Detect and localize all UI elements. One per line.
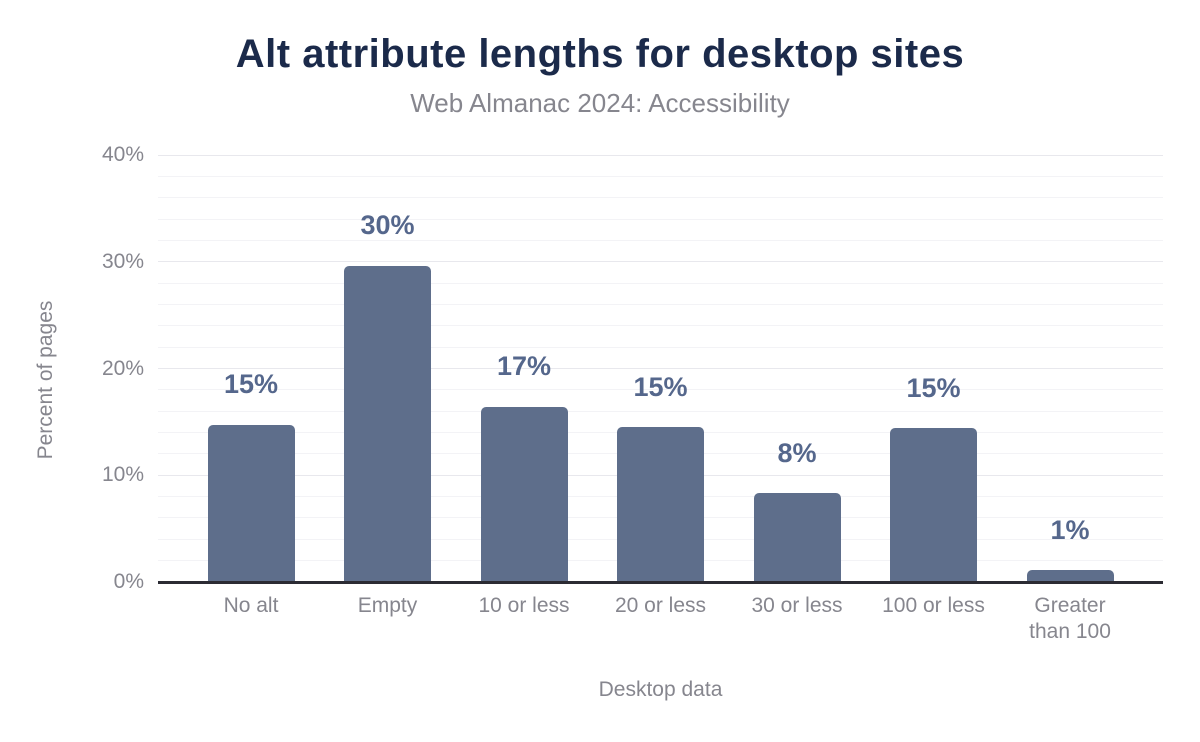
y-tick-label: 30% <box>101 249 144 273</box>
chart-title: Alt attribute lengths for desktop sites <box>235 32 965 76</box>
y-tick-label: 40% <box>101 143 144 166</box>
bar-column: 1% <box>1026 155 1114 582</box>
x-tick-label: 30 or less <box>751 594 843 617</box>
bars-container: 15% 30% 17% 15% 8% 15% 1% <box>158 155 1163 582</box>
bar-value-label: 17% <box>496 351 552 382</box>
minor-gridline <box>158 389 1163 391</box>
x-tick-label: 20 or less <box>614 594 707 617</box>
bar <box>344 266 431 582</box>
x-tick-label: Empty <box>357 594 418 617</box>
x-tick-label: No alt <box>223 594 279 617</box>
minor-gridline <box>158 303 1163 305</box>
minor-gridline <box>158 325 1163 327</box>
minor-gridline <box>158 175 1163 177</box>
y-tick-label: 0% <box>113 570 144 593</box>
bar-column: 30% <box>344 155 431 582</box>
bar <box>753 493 841 582</box>
x-axis-baseline <box>158 581 1163 584</box>
bar-column: 17% <box>480 155 568 582</box>
bar <box>480 406 568 582</box>
y-axis-ticks: 0% 10% 20% 30% 40% <box>0 143 144 593</box>
bar <box>207 425 295 582</box>
bar-value-label: 15% <box>906 372 961 403</box>
x-tick-label: 100 or less <box>882 594 985 617</box>
minor-gridline <box>158 410 1163 412</box>
bar-column: 15% <box>890 155 977 582</box>
x-axis-title: Desktop data <box>598 678 723 701</box>
bar-value-label: 15% <box>223 369 279 400</box>
major-gridline <box>158 261 1163 263</box>
y-tick-label: 20% <box>101 356 144 380</box>
bar <box>1026 570 1114 582</box>
bar-value-label: 15% <box>633 371 688 402</box>
bar-column: 15% <box>617 155 704 582</box>
x-tick-label: Greater than 100 <box>1029 594 1111 644</box>
chart-subtitle: Web Almanac 2024: Accessibility <box>410 88 790 118</box>
minor-gridline <box>158 239 1163 241</box>
y-tick-label: 10% <box>101 463 144 487</box>
minor-gridline <box>158 197 1163 199</box>
minor-gridline <box>158 346 1163 348</box>
bar <box>890 428 977 582</box>
bar-column: 15% <box>207 155 295 582</box>
bar-value-label: 1% <box>1050 514 1090 545</box>
x-tick-label: 10 or less <box>478 594 570 617</box>
bar-value-label: 30% <box>360 210 415 241</box>
bar-column: 8% <box>753 155 841 582</box>
bar-value-label: 8% <box>777 437 817 468</box>
major-gridline <box>158 368 1163 369</box>
major-gridline <box>158 154 1163 156</box>
bar <box>617 427 704 582</box>
minor-gridline <box>158 218 1163 220</box>
minor-gridline <box>158 282 1163 284</box>
